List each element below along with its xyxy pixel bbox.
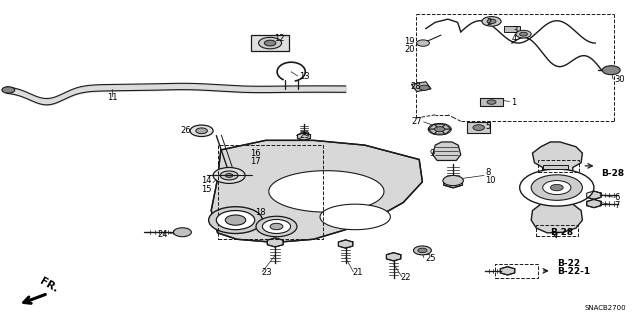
- Circle shape: [602, 66, 620, 75]
- Circle shape: [487, 100, 496, 104]
- Polygon shape: [434, 129, 445, 134]
- Text: 17: 17: [250, 157, 260, 166]
- Text: 27: 27: [412, 117, 422, 126]
- Circle shape: [487, 19, 496, 24]
- Polygon shape: [440, 129, 451, 134]
- Circle shape: [516, 30, 531, 38]
- Polygon shape: [428, 124, 440, 129]
- Text: 21: 21: [352, 268, 362, 277]
- Polygon shape: [444, 177, 463, 188]
- Text: 22: 22: [400, 273, 410, 282]
- Circle shape: [443, 175, 463, 186]
- Circle shape: [531, 175, 582, 200]
- Polygon shape: [434, 124, 445, 129]
- Circle shape: [225, 215, 246, 225]
- Circle shape: [418, 248, 427, 253]
- Text: 8: 8: [485, 168, 490, 177]
- Text: 13: 13: [300, 72, 310, 81]
- Circle shape: [473, 125, 484, 130]
- Bar: [543, 165, 568, 169]
- Bar: [412, 82, 431, 92]
- Circle shape: [435, 127, 445, 132]
- Text: 24: 24: [157, 230, 168, 239]
- Circle shape: [220, 171, 238, 180]
- Circle shape: [482, 17, 501, 26]
- Bar: [538, 160, 579, 172]
- Text: 18: 18: [255, 208, 266, 217]
- Text: 5: 5: [485, 122, 490, 130]
- Text: FR.: FR.: [38, 276, 60, 294]
- Circle shape: [259, 37, 282, 49]
- Bar: [251, 35, 289, 51]
- Circle shape: [417, 40, 429, 46]
- Circle shape: [262, 219, 291, 234]
- Text: 15: 15: [201, 185, 211, 194]
- Text: B-28: B-28: [550, 228, 573, 237]
- Bar: [467, 122, 490, 133]
- Text: 3: 3: [512, 26, 517, 35]
- Circle shape: [173, 228, 191, 237]
- Polygon shape: [339, 240, 353, 248]
- Polygon shape: [587, 191, 601, 199]
- Text: B-28: B-28: [602, 169, 625, 178]
- Polygon shape: [531, 142, 582, 233]
- Text: B-22-1: B-22-1: [557, 267, 590, 276]
- Text: 23: 23: [261, 268, 272, 277]
- Text: 25: 25: [426, 254, 436, 263]
- Polygon shape: [387, 253, 401, 261]
- Circle shape: [256, 216, 297, 237]
- Text: SNACB2700: SNACB2700: [584, 305, 626, 311]
- Bar: [536, 225, 578, 236]
- Circle shape: [213, 167, 245, 183]
- Circle shape: [270, 223, 283, 230]
- Circle shape: [2, 87, 15, 93]
- Circle shape: [550, 184, 563, 191]
- Polygon shape: [587, 199, 601, 208]
- Text: 14: 14: [201, 176, 211, 185]
- Circle shape: [413, 246, 431, 255]
- Text: 1: 1: [511, 98, 516, 107]
- Circle shape: [216, 211, 255, 230]
- Text: 30: 30: [614, 75, 625, 84]
- Bar: [480, 98, 503, 106]
- Text: 2: 2: [486, 18, 492, 27]
- Text: 20: 20: [404, 45, 415, 54]
- Circle shape: [520, 169, 594, 206]
- Text: 11: 11: [107, 93, 117, 102]
- Bar: [495, 264, 538, 278]
- Polygon shape: [211, 140, 422, 242]
- Circle shape: [225, 174, 233, 177]
- Text: 10: 10: [485, 176, 495, 185]
- Polygon shape: [320, 204, 390, 230]
- Text: 29: 29: [300, 131, 310, 140]
- Polygon shape: [269, 171, 384, 212]
- Polygon shape: [298, 133, 310, 140]
- Circle shape: [543, 181, 571, 195]
- Polygon shape: [433, 142, 461, 160]
- Text: 7: 7: [614, 201, 620, 210]
- Text: 26: 26: [180, 126, 191, 135]
- Text: 16: 16: [250, 149, 260, 158]
- Circle shape: [196, 128, 207, 134]
- Text: 4: 4: [512, 34, 517, 43]
- Text: 12: 12: [274, 34, 284, 43]
- Text: 9: 9: [430, 149, 435, 158]
- Polygon shape: [268, 238, 283, 247]
- Bar: [218, 145, 323, 239]
- Circle shape: [419, 85, 429, 90]
- Circle shape: [264, 40, 276, 46]
- Bar: [504, 26, 520, 32]
- Text: 19: 19: [404, 37, 415, 46]
- Polygon shape: [440, 124, 451, 129]
- Circle shape: [520, 32, 527, 36]
- Circle shape: [209, 207, 262, 234]
- Polygon shape: [500, 267, 515, 275]
- Text: 28: 28: [410, 82, 421, 91]
- Text: 6: 6: [614, 193, 620, 202]
- Polygon shape: [428, 129, 440, 134]
- Text: B-22: B-22: [557, 259, 580, 268]
- Circle shape: [190, 125, 213, 137]
